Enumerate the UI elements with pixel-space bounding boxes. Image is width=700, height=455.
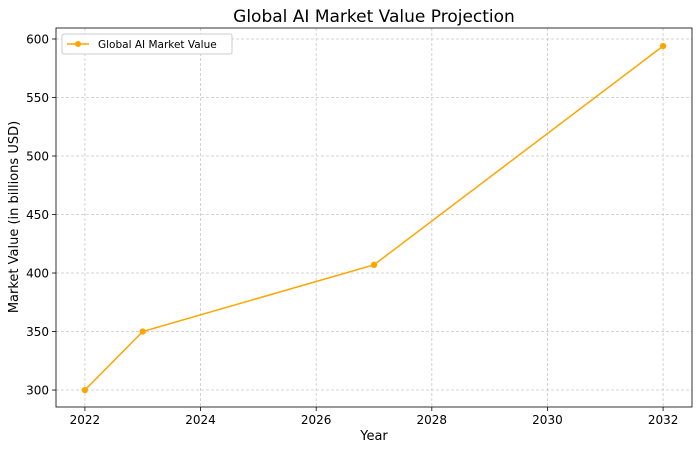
x-tick-label: 2022 [70, 413, 101, 427]
data-point [139, 328, 146, 335]
y-tick-label: 300 [26, 384, 49, 398]
x-tick-label: 2032 [648, 413, 679, 427]
y-tick-label: 550 [26, 91, 49, 105]
legend-marker [75, 41, 81, 47]
y-tick-label: 350 [26, 325, 49, 339]
series [81, 42, 667, 394]
data-point [81, 386, 89, 394]
y-axis-label: Market Value (in billions USD) [7, 121, 22, 313]
chart-title: Global AI Market Value Projection [233, 7, 515, 27]
grid [56, 28, 692, 407]
data-point [659, 42, 667, 50]
legend-label: Global AI Market Value [98, 39, 217, 51]
y-tick-label: 500 [26, 150, 49, 164]
legend: Global AI Market Value [61, 33, 233, 55]
y-tick-label: 600 [26, 32, 49, 46]
y-tick-label: 450 [26, 208, 49, 222]
x-tick-label: 2026 [301, 413, 332, 427]
series-line [84, 45, 664, 391]
x-tick-label: 2024 [185, 413, 216, 427]
x-tick-label: 2028 [417, 413, 448, 427]
x-axis-label: Year [359, 429, 388, 444]
data-point [370, 261, 378, 269]
y-tick-label: 400 [26, 267, 49, 281]
x-tick-label: 2030 [532, 413, 563, 427]
plot-frame [55, 27, 693, 408]
ticks: 2022 2024 2026 2028 2030 2032 300 350 400 450 500 5… [26, 32, 678, 427]
legend-box [61, 33, 233, 55]
